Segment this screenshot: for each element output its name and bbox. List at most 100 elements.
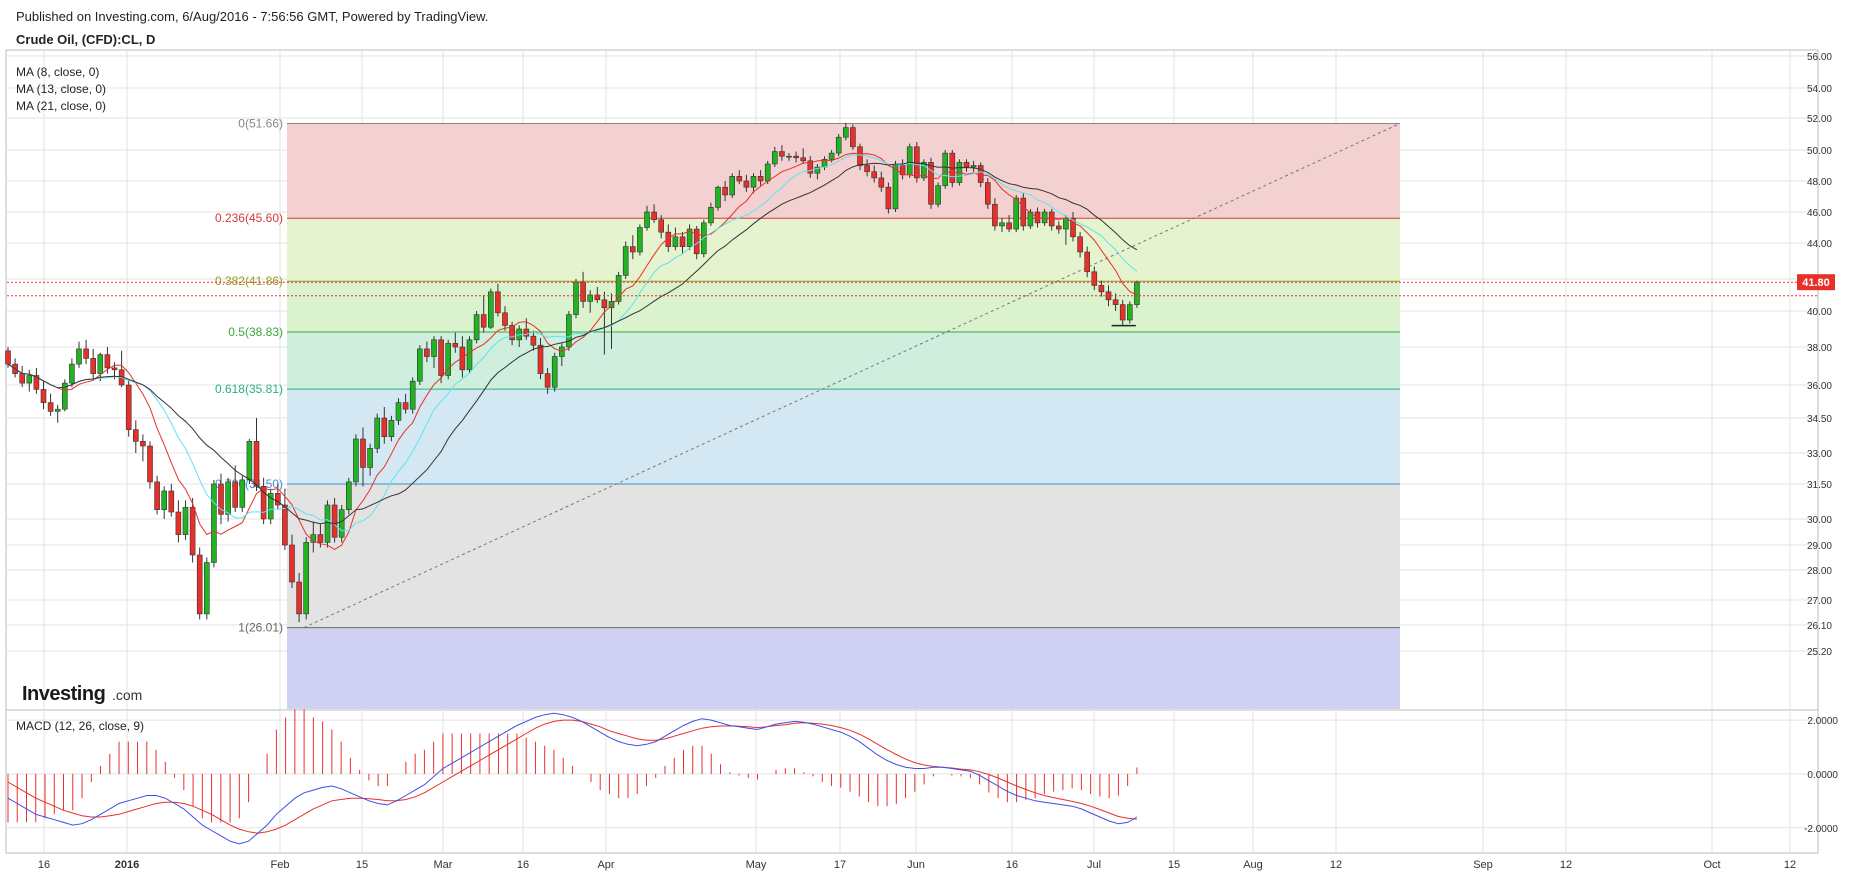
candle-body [1098,285,1105,293]
fib-level-label: 0.618(35.81) [215,382,283,396]
candle-body [928,162,934,205]
time-tick-label: Jun [907,859,925,871]
candle-body [658,219,665,233]
candle-body [523,328,530,337]
candle-body [771,151,778,165]
candle-body [161,490,167,510]
candle-body [892,165,899,210]
price-tag-bg [1797,274,1835,291]
price-tick-label: 40.00 [1807,307,1832,318]
candle-body [743,180,750,188]
price-tick-label: 52.00 [1807,114,1832,125]
candle-body [182,507,189,535]
candle-body [395,402,402,421]
fib-zone [287,218,1400,282]
ma8-label: MA (8, close, 0) [16,65,99,79]
candle-body [211,483,217,563]
candle-body [367,448,373,468]
candle-body [615,275,622,302]
candle-body [637,227,643,253]
candle-body [69,363,75,384]
candle-body [381,417,388,437]
candle-body [984,182,991,205]
candle-body [218,483,224,515]
candle-body [807,160,814,174]
candle-body [125,384,132,430]
candle-body [303,542,310,615]
time-tick-label: 17 [834,859,846,871]
candle-body [1070,217,1076,238]
candle-body [168,490,175,513]
candle-body [26,375,33,384]
candle-body [750,176,757,188]
candle-body [587,294,594,302]
time-axis[interactable]: 16 2016 Feb 15 Mar 16 Apr May 17 Jun 16 Jul 15 Aug 12 S… [38,859,1796,871]
candle-body [360,438,366,468]
fib-zone [287,627,1400,709]
candle-body [239,479,246,508]
price-tick-label: 29.00 [1807,541,1832,552]
macd-axis[interactable]: 2.0000 0.0000 -2.0000 [1804,716,1838,835]
fib-zone [287,389,1400,484]
price-tick-label: 28.00 [1807,566,1832,577]
candle-body [977,165,984,183]
time-tick-label: 16 [38,859,50,871]
time-tick-label: 16 [517,859,529,871]
candle-body [487,291,494,328]
candle-body [1006,222,1012,230]
fib-level-label: 0.5(38.83) [228,325,283,339]
candle-body [40,389,47,403]
candle-body [814,166,821,174]
indicator-legend: MA (8, close, 0) MA (13, close, 0) MA (2… [16,65,106,113]
candle-body [480,314,487,328]
time-tick-label: Aug [1243,859,1263,871]
candle-body [530,335,537,346]
price-tick-label: 30.00 [1807,515,1832,526]
published-header: Published on Investing.com, 6/Aug/2016 -… [16,9,489,24]
candle-body [47,402,54,412]
candle-body [580,281,586,302]
price-tag-label: 41.80 [1802,277,1830,289]
candle-body [1077,236,1083,253]
candle-body [828,152,835,160]
candle-body [1041,211,1048,224]
candle-body [970,165,977,168]
candle-body [800,157,807,162]
macd-tick-label: -2.0000 [1804,824,1838,835]
candle-body [629,246,636,253]
candle-body [189,507,196,556]
macd-line [7,712,1138,845]
time-tick-label: 2016 [115,859,139,871]
candle-body [274,493,281,506]
candle-body [722,186,728,196]
fib-zone [287,281,1400,333]
candle-body [1091,271,1098,286]
candle-body [97,354,104,374]
candle-body [196,554,203,615]
price-tick-label: 31.50 [1807,480,1832,491]
macd-tick-label: 0.0000 [1807,770,1838,781]
candle-body [935,185,941,205]
price-tick-label: 26.10 [1807,621,1832,632]
price-tick-label: 25.20 [1807,647,1832,658]
candle-body [104,354,111,369]
candle-body [459,346,466,371]
candle-body [438,339,444,376]
candle-body [331,504,338,538]
candle-body [608,301,615,309]
candle-body [693,228,700,255]
candle-body [573,281,579,315]
candle-body [76,348,82,365]
candle-body [409,380,416,410]
candle-body [445,343,452,376]
time-tick-label: Mar [434,859,453,871]
time-tick-label: Sep [1473,859,1493,871]
candle-body [942,152,949,186]
macd-tick-label: 2.0000 [1807,716,1838,727]
price-tick-label: 46.00 [1807,208,1832,219]
candle-body [601,299,608,309]
candle-body [651,211,657,221]
candle-body [388,420,395,437]
candle-body [495,291,501,314]
candle-body [566,314,572,348]
